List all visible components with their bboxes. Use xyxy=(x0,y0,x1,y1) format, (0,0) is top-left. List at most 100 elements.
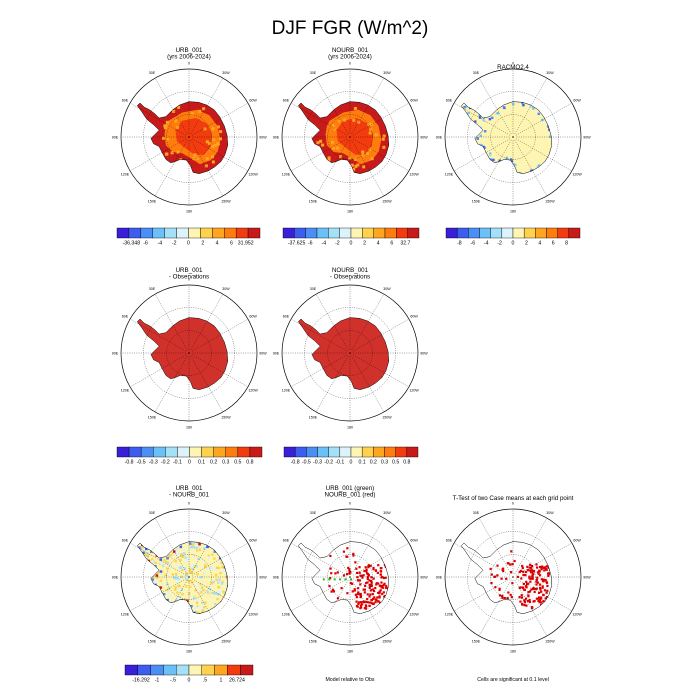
colorbar-box xyxy=(306,446,318,458)
meridian-line xyxy=(352,138,409,172)
grid-cell xyxy=(215,578,218,581)
grid-cell xyxy=(164,573,167,577)
meridian-line xyxy=(154,78,188,135)
grid-cell xyxy=(186,557,190,561)
grid-cell xyxy=(170,151,174,155)
grid-cell xyxy=(206,572,209,576)
sig-cell xyxy=(348,569,351,572)
colorbar-tick-label: -.5 xyxy=(170,678,176,684)
sig-cell xyxy=(379,570,382,573)
grid-cell xyxy=(219,130,223,134)
grid-cell xyxy=(165,123,169,127)
sig-cell xyxy=(511,563,514,566)
grid-cell xyxy=(343,118,347,122)
longitude-label: 150W xyxy=(545,639,555,643)
sig-cell xyxy=(329,567,332,570)
grid-cell xyxy=(205,140,209,144)
colorbar-box xyxy=(177,446,190,458)
grid-cell xyxy=(208,604,211,608)
grid-cell xyxy=(165,577,168,580)
grid-cell xyxy=(174,586,177,589)
grid-cell xyxy=(217,566,220,570)
colorbar-box xyxy=(501,227,514,239)
grid-cell xyxy=(537,112,540,116)
grid-cell xyxy=(374,133,378,137)
meridian-line xyxy=(315,294,349,351)
grid-cell xyxy=(220,582,224,585)
grid-cell xyxy=(165,560,168,564)
panel-title: NOURB_001 xyxy=(332,267,369,274)
meridian-line xyxy=(351,355,385,412)
sig-cell xyxy=(490,581,493,585)
longitude-label: 30W xyxy=(546,71,554,75)
sig-cell xyxy=(535,587,538,590)
coastline xyxy=(297,317,390,390)
sig-cell xyxy=(535,563,538,566)
grid-cell xyxy=(202,588,205,592)
meridian-line xyxy=(515,102,572,136)
sig-cell xyxy=(525,586,528,589)
grid-cell xyxy=(512,163,516,166)
pole-marker xyxy=(512,136,514,138)
colorbar-urb-obs: -0.8 -0.5 -0.3 -0.2 -0.1 0 0.1 0.2 0.3 0.5 0.8 xyxy=(116,446,263,466)
colorbar-box xyxy=(294,446,307,458)
colorbar-box xyxy=(224,227,237,239)
colorbar-tick-label: -0.5 xyxy=(302,460,311,466)
sig-cell xyxy=(524,585,528,588)
sig-cell xyxy=(540,568,543,571)
sig-cell xyxy=(342,574,346,577)
sig-cell xyxy=(369,579,373,583)
grid-cell xyxy=(193,153,197,157)
grid-cell xyxy=(172,109,176,113)
grid-cell xyxy=(189,570,192,574)
pole-marker xyxy=(188,136,190,138)
grid-cell xyxy=(219,587,222,591)
grid-cell xyxy=(489,152,492,155)
grid-cell xyxy=(368,147,372,151)
grid-cell xyxy=(169,566,172,570)
meridian-line xyxy=(190,518,224,575)
sig-cell xyxy=(355,567,358,570)
pole-marker xyxy=(349,136,351,138)
longitude-label: 180 xyxy=(347,425,353,429)
grid-cell xyxy=(483,130,487,133)
sig-cell xyxy=(538,574,542,577)
grid-cell xyxy=(204,601,207,604)
sig-cell xyxy=(364,566,367,569)
colorbar-box xyxy=(407,227,420,239)
grid-cell xyxy=(177,105,181,109)
sig-cell xyxy=(356,592,359,596)
sig-cell xyxy=(532,600,535,603)
sig-cell xyxy=(359,583,362,586)
meridian-line xyxy=(351,78,385,135)
sig-cell xyxy=(544,566,547,569)
sig-cell xyxy=(357,602,360,605)
colorbar-box xyxy=(140,446,154,458)
sig-cell xyxy=(545,596,549,599)
colorbar-box xyxy=(317,446,329,458)
sig-cell xyxy=(366,577,369,581)
colorbar-tick-label: 0.8 xyxy=(403,460,410,466)
sig-cell xyxy=(542,593,545,597)
colorbar-box xyxy=(249,446,263,458)
grid-cell xyxy=(152,582,156,585)
meridian-line xyxy=(291,542,348,576)
meridian-line xyxy=(291,578,348,612)
grid-cell xyxy=(174,119,178,123)
sig-cell xyxy=(345,573,349,576)
colorbar-box xyxy=(384,227,397,239)
grid-cell xyxy=(159,572,162,575)
longitude-label: 150E xyxy=(148,415,157,419)
sig-cell xyxy=(543,579,546,582)
colorbar-box xyxy=(373,227,386,239)
grid-cell xyxy=(174,572,178,576)
grid-cell xyxy=(352,167,356,171)
sig-cell xyxy=(518,595,521,599)
longitude-label: 30W xyxy=(222,287,230,291)
panel-title: URB_001 xyxy=(176,47,203,54)
meridian-line xyxy=(351,579,385,636)
colorbar-box xyxy=(445,227,458,239)
sig-cell xyxy=(505,577,508,580)
colorbar-tick-label: 0 xyxy=(188,460,191,466)
sig-cell xyxy=(507,591,510,594)
